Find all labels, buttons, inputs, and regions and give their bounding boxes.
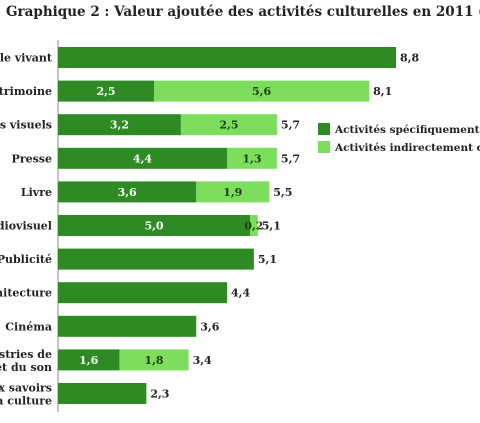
category-label: cle vivant bbox=[0, 52, 53, 65]
total-value-label: 5,1 bbox=[262, 220, 281, 233]
total-value-label: 5,5 bbox=[273, 186, 292, 199]
legend-swatch bbox=[318, 123, 330, 135]
legend-label: Activités indirectement cult bbox=[334, 142, 480, 154]
bar-segment bbox=[196, 181, 270, 203]
segment-value-label: 4,4 bbox=[133, 152, 152, 165]
bar-segment bbox=[58, 47, 396, 68]
bar-segment bbox=[58, 383, 147, 404]
total-value-label: 2,3 bbox=[150, 388, 169, 401]
category-label: rts visuels bbox=[0, 119, 52, 132]
category-label: Cinéma bbox=[5, 320, 52, 333]
segment-value-label: 2,5 bbox=[96, 85, 115, 98]
total-value-label: 4,4 bbox=[231, 287, 250, 300]
segment-value-label: 5,6 bbox=[252, 85, 271, 98]
bar-segment bbox=[58, 215, 251, 236]
segment-value-label: 3,6 bbox=[118, 186, 137, 199]
category-label: Presse bbox=[12, 152, 52, 165]
total-value-label: 3,4 bbox=[193, 354, 212, 367]
legend-label: Activités spécifiquement cu bbox=[334, 124, 480, 136]
segment-value-label: 1,8 bbox=[144, 354, 163, 367]
bar-segment bbox=[58, 147, 227, 169]
bar-segment bbox=[250, 215, 258, 236]
bar-segment bbox=[119, 349, 189, 371]
chart-title: Graphique 2 : Valeur ajoutée des activit… bbox=[6, 4, 480, 20]
total-value-label: 5,7 bbox=[281, 119, 300, 132]
segment-value-label: 1,6 bbox=[79, 354, 98, 367]
category-label: x savoirsla culture bbox=[0, 382, 52, 408]
legend-swatch bbox=[318, 141, 330, 153]
category-label: hitecture bbox=[0, 287, 52, 300]
segment-value-label: 1,3 bbox=[242, 152, 261, 165]
category-label: atrimoine bbox=[0, 85, 52, 98]
segment-value-label: 5,0 bbox=[144, 220, 163, 233]
bar-segment bbox=[58, 114, 181, 136]
bar-segment bbox=[180, 114, 277, 136]
bar-segment bbox=[227, 147, 277, 169]
total-value-label: 5,1 bbox=[258, 253, 277, 266]
total-value-label: 8,8 bbox=[400, 52, 419, 65]
total-value-label: 5,7 bbox=[281, 152, 300, 165]
segment-value-label: 0,2 bbox=[244, 220, 263, 233]
segment-value-label: 1,9 bbox=[223, 186, 242, 199]
category-label: diovisuel bbox=[0, 220, 52, 233]
bar-segment bbox=[154, 80, 370, 102]
bar-segment bbox=[58, 282, 227, 304]
segment-value-label: 3,2 bbox=[110, 119, 129, 132]
category-label: Livre bbox=[21, 186, 52, 199]
category-label: stries de et du son bbox=[0, 348, 52, 374]
bar-segment bbox=[58, 181, 197, 203]
total-value-label: 8,1 bbox=[373, 85, 392, 98]
segment-value-label: 2,5 bbox=[219, 119, 238, 132]
bar-segment bbox=[58, 315, 197, 337]
bar-segment bbox=[58, 80, 155, 102]
bar-segment bbox=[58, 248, 254, 270]
bar-segment bbox=[58, 349, 120, 371]
category-label: Publicité bbox=[0, 253, 52, 266]
total-value-label: 3,6 bbox=[200, 320, 219, 333]
